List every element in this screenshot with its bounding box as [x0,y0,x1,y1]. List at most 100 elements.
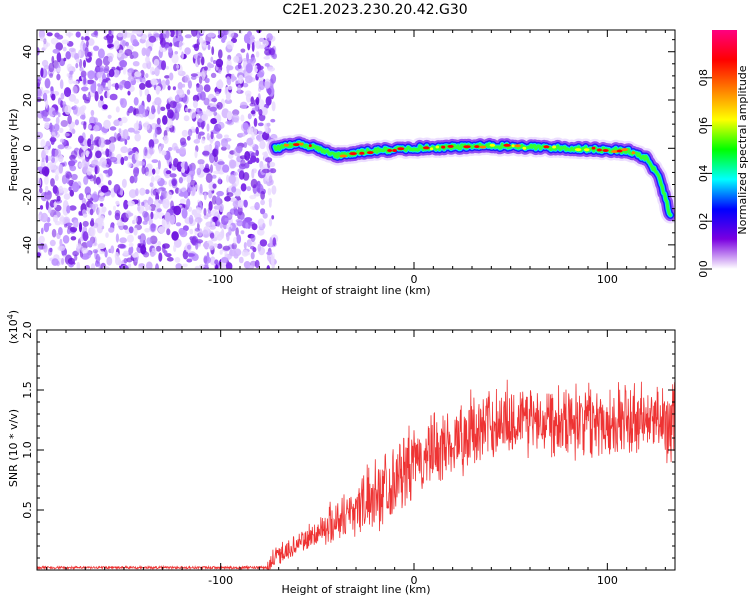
noise-blob [206,123,210,132]
x-tick-label: -100 [208,273,233,286]
noise-blob [81,255,90,260]
noise-blob [191,236,197,245]
noise-blob [199,200,202,207]
noise-blob [149,235,158,245]
noise-blob [155,85,161,92]
noise-blob [44,146,49,155]
noise-blob [264,49,272,56]
noise-blob [169,30,175,38]
noise-blob [84,99,90,104]
noise-blob [231,114,240,123]
noise-blob [81,145,89,151]
noise-blob [90,83,97,94]
ridge-peak [299,142,304,146]
noise-blob [39,36,47,42]
ridge-peak [441,145,446,149]
noise-blob [250,110,256,115]
noise-blob [226,192,234,198]
noise-blob [157,160,161,170]
ridge-peak [474,145,480,149]
noise-blob [65,51,71,60]
noise-blob [128,226,134,234]
noise-blob [267,187,272,196]
noise-blob [246,52,249,62]
noise-blob [160,60,167,71]
noise-blob [250,96,255,105]
noise-blob [258,37,265,43]
noise-blob [197,159,205,165]
noise-blob [81,36,84,41]
noise-blob [226,65,233,70]
noise-blob [66,205,71,214]
noise-blob [165,170,172,175]
x-tick-label: 100 [597,574,618,587]
noise-blob [181,208,188,219]
noise-blob [226,40,234,50]
noise-blob [258,99,265,110]
colorbar-label: Normalized spectral amplitude [736,65,749,234]
noise-blob [169,100,177,109]
noise-blob [59,215,65,225]
noise-blob [208,200,213,211]
noise-blob [127,90,131,96]
snr-panel: -100 0 100 0.5 1.0 1.5 2.0 Height of straight… [6,310,676,596]
noise-blob [199,91,206,101]
noise-blob [106,90,110,99]
noise-blob [240,159,246,167]
noise-blob [218,49,223,59]
noise-blob [72,181,80,193]
noise-blob [81,247,89,254]
noise-blob [264,81,271,89]
noise-blob [199,30,206,35]
noise-blob [120,116,128,124]
noise-blob [128,263,132,269]
noise-blob [78,193,84,201]
colorbar: 0.0 0.2 0.4 0.6 0.8 Normalized spectral ampl… [697,30,749,278]
noise-blob [107,37,114,44]
noise-blob [196,167,201,176]
ridge-peak [543,145,550,149]
noise-blob [51,55,55,64]
noise-blob [55,42,63,51]
noise-blob [83,121,87,130]
noise-blob [247,113,252,120]
ridge-peak [430,147,434,151]
colorbar-tick-label: 0.8 [697,69,710,87]
noise-blob [240,183,247,192]
noise-blob [140,245,147,255]
noise-blob [50,86,54,92]
noise-blob [60,92,65,100]
noise-blob [178,177,183,184]
noise-blob [210,72,217,78]
noise-blob [76,243,82,249]
noise-blob [254,259,260,269]
noise-blob [59,238,63,247]
noise-blob [209,106,217,112]
noise-blob [141,165,146,175]
noise-blob [165,103,171,110]
noise-blob [189,228,194,235]
ridge-peak [503,143,511,147]
noise-blob [222,164,230,173]
noise-blob [73,219,79,228]
noise-blob [69,70,74,75]
noise-blob [161,143,165,149]
noise-blob [69,127,75,132]
noise-blob [149,182,154,188]
noise-blob [70,48,77,58]
noise-blob [72,80,79,85]
noise-blob [52,185,58,194]
noise-blob [268,178,274,186]
noise-blob [107,114,112,119]
noise-blob [186,89,191,95]
noise-blob [107,180,112,186]
noise-blob [206,132,210,141]
noise-blob [142,220,148,225]
noise-blob [210,131,214,140]
noise-blob [122,129,129,140]
noise-blob [99,203,104,207]
noise-blob [48,62,55,73]
noise-blob [37,96,42,103]
noise-blob [160,189,168,199]
